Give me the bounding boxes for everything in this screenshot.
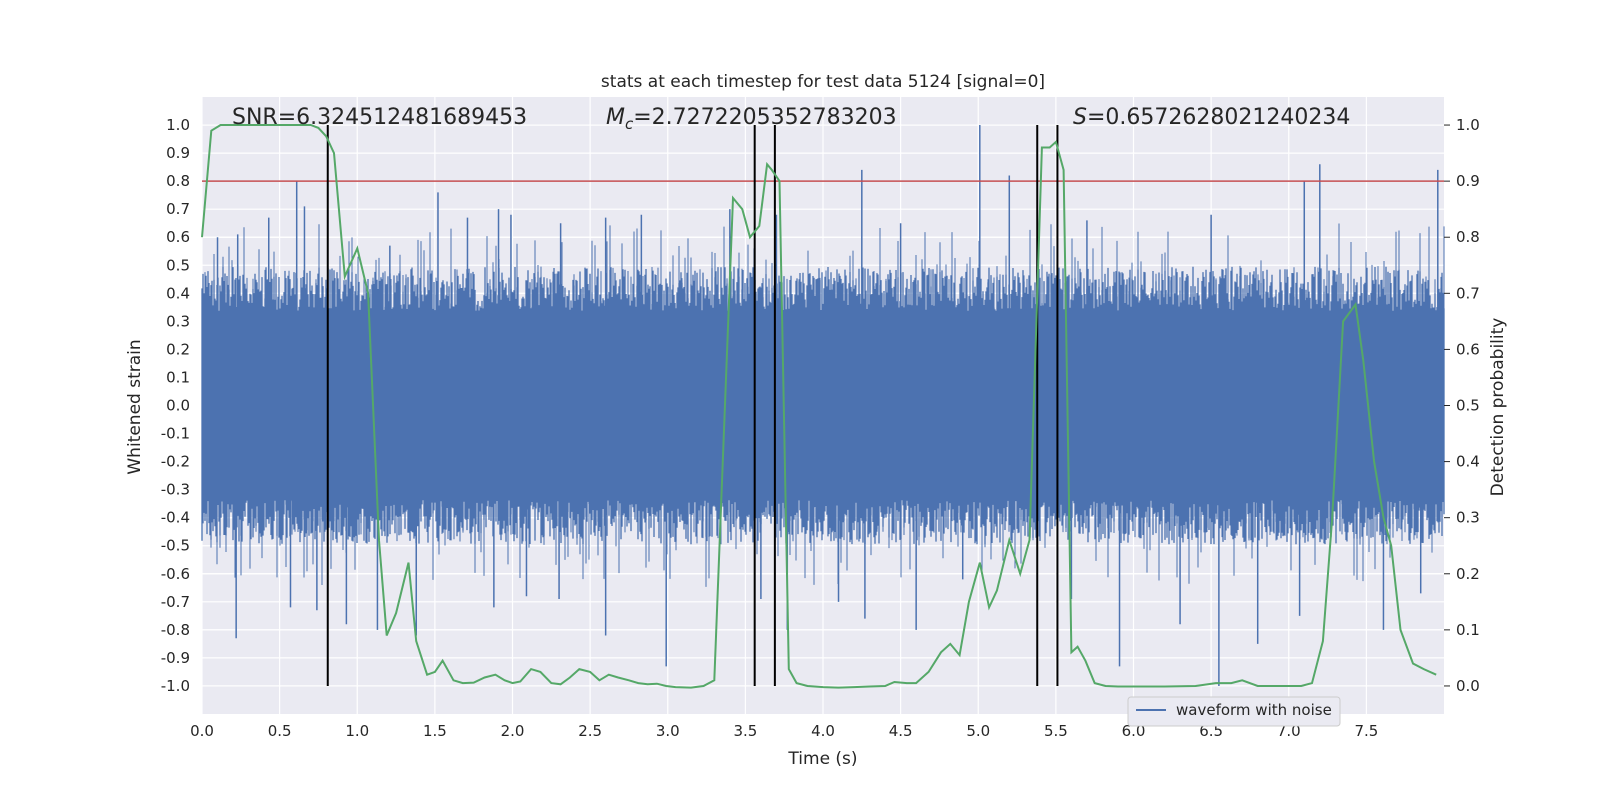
x-tick-label: 1.5 bbox=[423, 722, 447, 740]
chart-title: stats at each timestep for test data 512… bbox=[601, 72, 1045, 92]
y2-tick-label: 0.3 bbox=[1456, 509, 1480, 527]
y-tick-label: 0.9 bbox=[166, 144, 190, 162]
y2-tick-label: 0.5 bbox=[1456, 397, 1480, 415]
y-tick-label: -0.6 bbox=[161, 565, 190, 583]
s-symbol: S bbox=[1073, 105, 1087, 130]
x-tick-label: 2.5 bbox=[578, 722, 602, 740]
y-tick-label: 0.3 bbox=[166, 312, 190, 330]
y-tick-label: -0.8 bbox=[161, 621, 190, 639]
y-tick-label: -0.2 bbox=[161, 453, 190, 471]
y2-tick-label: 0.6 bbox=[1456, 340, 1480, 358]
y-tick-label: -0.3 bbox=[161, 481, 190, 499]
y-tick-label: 1.0 bbox=[166, 116, 190, 134]
y-tick-label: 0.6 bbox=[166, 228, 190, 246]
y-tick-label: -0.7 bbox=[161, 593, 190, 611]
y2-tick-label: 0.1 bbox=[1456, 621, 1480, 639]
y-tick-label: -0.1 bbox=[161, 425, 190, 443]
probability-line bbox=[201, 124, 1437, 689]
y2-tick-label: 0.2 bbox=[1456, 565, 1480, 583]
legend-box bbox=[1127, 696, 1341, 727]
x-tick-label: 5.0 bbox=[966, 722, 990, 740]
y-tick-label: 0.5 bbox=[166, 256, 190, 274]
legend-entry: waveform with noise bbox=[1176, 701, 1332, 719]
y2-tick-label: 0.4 bbox=[1456, 453, 1480, 471]
y-tick-label: 0.1 bbox=[166, 368, 190, 386]
y2-axis-label: Detection probability bbox=[1488, 318, 1508, 497]
y2-tick-label: 0.8 bbox=[1456, 228, 1480, 246]
chirp-mass-annotation: Mc=2.7272205352783203 bbox=[606, 105, 897, 133]
y-tick-label: 0.2 bbox=[166, 340, 190, 358]
x-axis-label: Time (s) bbox=[787, 749, 857, 769]
x-tick-label: 4.0 bbox=[811, 722, 835, 740]
x-tick-label: 3.0 bbox=[656, 722, 680, 740]
y-tick-label: -0.4 bbox=[161, 509, 190, 527]
tick-labels: 0.0 0.5 1.0 1.5 2.0 2.5 3.0 3.5 4.0 4.5 5.0 5.5 6.0 6… bbox=[161, 116, 1480, 740]
y-tick-label: 0.8 bbox=[166, 172, 190, 190]
y2-tick-label: 0.9 bbox=[1456, 172, 1480, 190]
x-tick-label: 2.0 bbox=[501, 722, 525, 740]
vertical-lines bbox=[326, 125, 1059, 686]
y-tick-label: -0.9 bbox=[161, 649, 190, 667]
chirp-mass-subscript: c bbox=[625, 115, 634, 133]
y-tick-label: 0.0 bbox=[166, 397, 190, 415]
snr-annotation: SNR=6.324512481689453 bbox=[232, 105, 527, 130]
x-tick-label: 1.0 bbox=[345, 722, 369, 740]
waveform-series bbox=[201, 125, 1445, 686]
legend: waveform with noise bbox=[1127, 696, 1341, 727]
tick-marks bbox=[1444, 124, 1450, 687]
s-annotation: S=0.6572628021240234 bbox=[1073, 105, 1350, 130]
y2-tick-label: 0.7 bbox=[1456, 284, 1480, 302]
x-tick-label: 3.5 bbox=[733, 722, 757, 740]
x-tick-label: 0.0 bbox=[190, 722, 214, 740]
y-axis-label: Whitened strain bbox=[125, 339, 145, 474]
chirp-mass-symbol: M bbox=[606, 105, 625, 130]
x-tick-label: 5.5 bbox=[1044, 722, 1068, 740]
y2-tick-label: 0.0 bbox=[1456, 677, 1480, 695]
probability-series bbox=[201, 124, 1437, 689]
y-tick-label: -0.5 bbox=[161, 537, 190, 555]
x-tick-label: 4.5 bbox=[889, 722, 913, 740]
y2-tick-label: 1.0 bbox=[1456, 116, 1480, 134]
s-value: =0.6572628021240234 bbox=[1087, 105, 1350, 130]
chirp-mass-value: =2.7272205352783203 bbox=[633, 105, 896, 130]
x-tick-label: 0.5 bbox=[268, 722, 292, 740]
y-tick-label: 0.4 bbox=[166, 284, 190, 302]
y-tick-label: -1.0 bbox=[161, 677, 190, 695]
y-tick-label: 0.7 bbox=[166, 200, 190, 218]
x-tick-label: 7.5 bbox=[1354, 722, 1378, 740]
